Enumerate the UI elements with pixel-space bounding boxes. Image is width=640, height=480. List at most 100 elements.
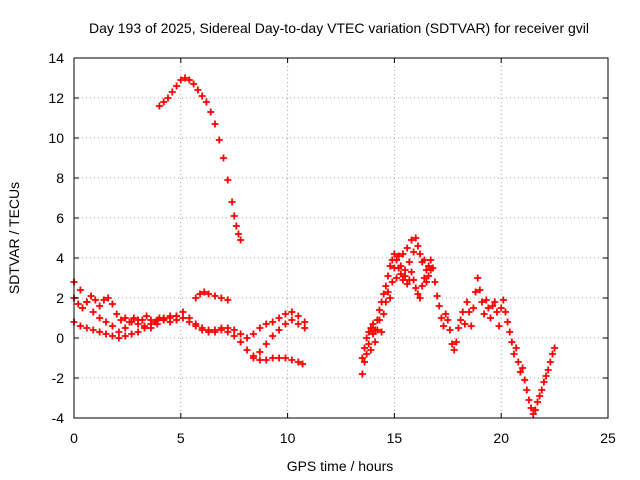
data-point [89, 326, 97, 334]
data-point [388, 278, 396, 286]
data-point [497, 304, 505, 312]
data-point [91, 296, 99, 304]
data-point [215, 136, 223, 144]
data-point [102, 318, 110, 326]
data-point [525, 396, 533, 404]
data-point [126, 318, 134, 326]
data-point [237, 338, 245, 346]
data-point [155, 102, 163, 110]
data-point [416, 250, 424, 258]
data-point [76, 286, 84, 294]
data-point [288, 316, 296, 324]
data-point [384, 272, 392, 280]
data-point [100, 296, 108, 304]
data-point [230, 332, 238, 340]
data-point [205, 326, 213, 334]
data-point [269, 318, 277, 326]
data-point [173, 316, 181, 324]
series-track-d [192, 288, 232, 304]
data-point [420, 274, 428, 282]
data-point [425, 262, 433, 270]
data-point [128, 330, 136, 338]
data-point [476, 286, 484, 294]
y-tick-label: 6 [56, 210, 64, 226]
data-point [249, 354, 257, 362]
data-point [548, 350, 556, 358]
data-point [108, 300, 116, 308]
data-point [358, 370, 366, 378]
data-point [446, 326, 454, 334]
data-point [104, 294, 112, 302]
data-point [185, 76, 193, 84]
data-point [102, 330, 110, 338]
data-point [237, 330, 245, 338]
y-tick-label: 2 [56, 290, 64, 306]
data-point [89, 308, 97, 316]
y-tick-label: 4 [56, 250, 64, 266]
data-point [281, 310, 289, 318]
data-point [440, 322, 448, 330]
data-point [501, 308, 509, 316]
data-point [83, 298, 91, 306]
axis-ticks [73, 57, 609, 419]
data-point [444, 316, 452, 324]
data-point [450, 346, 458, 354]
data-point [427, 266, 435, 274]
data-point [534, 398, 542, 406]
data-point [427, 256, 435, 264]
data-point [506, 328, 514, 336]
data-point [493, 308, 501, 316]
data-point [358, 354, 366, 362]
data-point [230, 212, 238, 220]
data-point [403, 280, 411, 288]
data-point [115, 328, 123, 336]
data-point [249, 330, 257, 338]
data-point [529, 410, 537, 418]
data-point [76, 322, 84, 330]
data-point [386, 262, 394, 270]
series-track-f [155, 74, 245, 244]
data-point [378, 298, 386, 306]
data-point [200, 288, 208, 296]
data-point [83, 324, 91, 332]
data-point [224, 324, 232, 332]
x-tick-label: 0 [70, 430, 78, 446]
data-point [262, 320, 270, 328]
data-point [198, 92, 206, 100]
data-point [540, 378, 548, 386]
chart-title: Day 193 of 2025, Sidereal Day-to-day VTE… [89, 20, 589, 36]
data-point [192, 322, 200, 330]
data-point [155, 314, 163, 322]
data-point [416, 294, 424, 302]
data-point [211, 292, 219, 300]
data-point [202, 98, 210, 106]
data-point [166, 318, 174, 326]
data-point [369, 330, 377, 338]
data-point [401, 272, 409, 280]
data-point [217, 294, 225, 302]
data-point [435, 302, 443, 310]
data-point [281, 354, 289, 362]
data-point [536, 392, 544, 400]
data-point [508, 338, 516, 346]
data-point [108, 322, 116, 330]
data-point [275, 314, 283, 322]
data-point [275, 354, 283, 362]
data-point [117, 316, 125, 324]
data-point [397, 270, 405, 278]
data-point [410, 248, 418, 256]
y-tick-label: 10 [48, 130, 64, 146]
data-point [262, 356, 270, 364]
data-point [194, 86, 202, 94]
y-tick-label: 0 [56, 330, 64, 346]
data-point [491, 298, 499, 306]
data-point [393, 274, 401, 282]
data-point [418, 282, 426, 290]
data-point [181, 74, 189, 82]
data-point [371, 326, 379, 334]
data-point [237, 236, 245, 244]
data-point [143, 312, 151, 320]
data-point [179, 308, 187, 316]
data-point [228, 198, 236, 206]
